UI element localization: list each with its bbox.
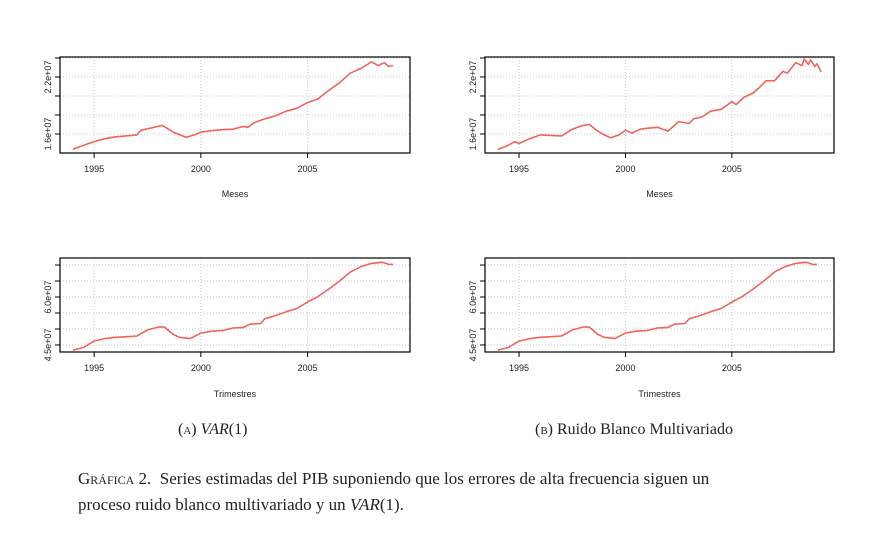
x-tick-label: 1995 — [509, 164, 529, 174]
plot-frame — [484, 257, 835, 353]
series-line — [72, 261, 393, 351]
series-line — [72, 60, 394, 150]
x-tick-label: 1995 — [84, 164, 104, 174]
x-tick-label: 2005 — [722, 363, 742, 373]
series-line — [497, 261, 817, 351]
series-line — [497, 58, 822, 150]
caption-var: VAR — [349, 495, 380, 514]
plot-frame — [59, 56, 411, 154]
x-tick-label: 2005 — [298, 164, 318, 174]
x-axis-label: Trimestres — [214, 389, 257, 399]
figure-caption-line2: proceso ruido blanco multivariado y un V… — [78, 495, 404, 515]
plot-frame — [59, 257, 411, 353]
caption-text-2: proceso ruido blanco multivariado y un — [78, 495, 350, 514]
y-tick-label: 4.5e+07 — [468, 329, 478, 362]
subcaption-a-label: (a) — [178, 421, 197, 438]
x-axis-label: Meses — [222, 189, 249, 199]
x-tick-label: 1995 — [509, 363, 529, 373]
chart-panel-3: 4.5e+07 6.0e+07 1995 2000 2005 Trimestres — [43, 257, 411, 399]
subcaption-a: (a) VAR(1) — [178, 421, 247, 439]
caption-text-3: (1). — [379, 495, 404, 514]
y-tick-label: 2.2e+07 — [43, 61, 53, 94]
subcaption-b: (b) Ruido Blanco Multivariado — [535, 421, 733, 439]
x-axis-label: Trimestres — [638, 389, 681, 399]
x-tick-label: 2000 — [191, 363, 211, 373]
x-tick-label: 2000 — [191, 164, 211, 174]
subcaption-a-text: VAR — [200, 421, 229, 438]
y-tick-label: 4.5e+07 — [43, 329, 53, 362]
caption-text-1: Series estimadas del PIB suponiendo que … — [159, 469, 710, 488]
figure-caption-line1: Gráfica 2. Series estimadas del PIB supo… — [78, 469, 709, 489]
x-tick-label: 2000 — [615, 164, 635, 174]
plot-frame — [484, 56, 835, 154]
x-tick-label: 2000 — [615, 363, 635, 373]
chart-panel-2: 1.6e+07 2.2e+07 1995 2000 2005 Meses — [468, 56, 835, 199]
x-axis-label: Meses — [646, 189, 673, 199]
caption-label: Gráfica 2. — [78, 469, 152, 488]
chart-panel-4: 4.5e+07 6.0e+07 1995 2000 2005 Trimestres — [468, 257, 835, 399]
subcaption-a-arg: (1) — [228, 421, 248, 438]
y-tick-label: 6.0e+07 — [43, 281, 53, 314]
subcaption-b-label: (b) — [535, 421, 553, 438]
x-tick-label: 2005 — [722, 164, 742, 174]
subcaption-b-text: Ruido Blanco Multivariado — [557, 421, 733, 438]
x-tick-label: 1995 — [84, 363, 104, 373]
y-tick-label: 2.2e+07 — [468, 61, 478, 94]
y-tick-label: 1.6e+07 — [43, 118, 53, 151]
chart-panel-1: 1.6e+07 2.2e+07 1995 2000 2005 Meses — [43, 56, 411, 199]
y-tick-label: 1.6e+07 — [468, 118, 478, 151]
x-tick-label: 2005 — [298, 363, 318, 373]
y-tick-label: 6.0e+07 — [468, 281, 478, 314]
